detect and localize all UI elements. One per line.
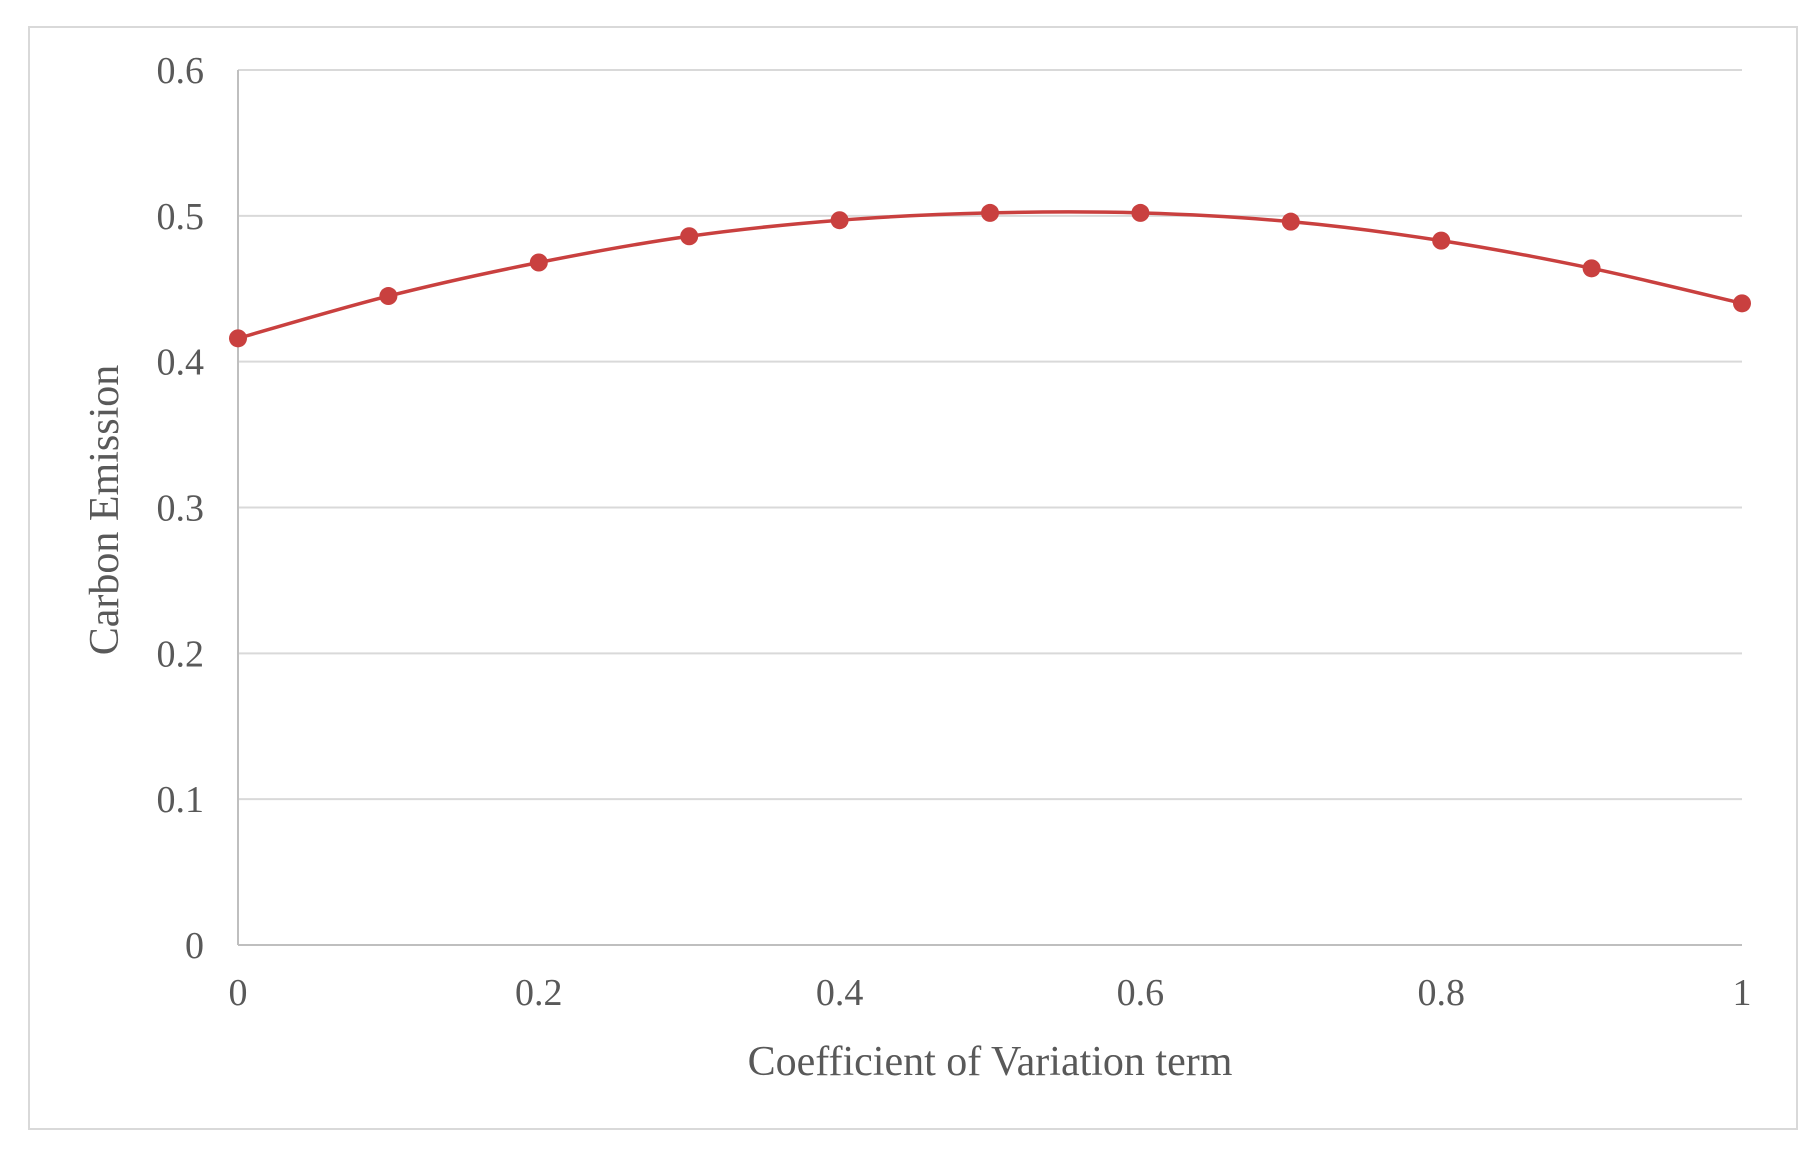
data-point <box>1432 231 1451 250</box>
y-tick-label: 0.2 <box>157 633 205 675</box>
y-tick-label: 0.1 <box>157 779 205 821</box>
y-tick-label: 0 <box>185 925 204 967</box>
data-point <box>830 211 849 230</box>
y-tick-label: 0.3 <box>157 488 205 530</box>
x-tick-label: 0.4 <box>816 972 864 1014</box>
data-point <box>680 227 699 246</box>
data-point <box>229 329 247 348</box>
x-tick-label: 0.2 <box>515 972 563 1014</box>
data-point <box>981 203 999 222</box>
y-tick-labels: 0 0.1 0.2 0.3 0.4 0.5 0.6 <box>157 50 205 967</box>
data-point <box>529 253 548 272</box>
x-tick-label: 0.6 <box>1117 972 1165 1014</box>
data-point <box>1131 203 1150 222</box>
data-series <box>229 203 1751 348</box>
y-tick-label: 0.5 <box>157 196 205 238</box>
y-tick-label: 0.4 <box>157 342 205 384</box>
data-point <box>1281 212 1300 231</box>
x-axis-title: Coefficient of Variation term <box>748 1039 1233 1085</box>
series-line <box>236 210 1744 341</box>
x-tick-labels: 0 0.2 0.4 0.6 0.8 1 <box>229 972 1752 1014</box>
x-tick-label: 0 <box>229 972 248 1014</box>
y-axis-title: Carbon Emission <box>82 365 128 656</box>
data-point <box>1582 259 1601 278</box>
x-tick-label: 1 <box>1733 972 1752 1014</box>
y-tick-label: 0.6 <box>157 50 205 92</box>
x-tick-label: 0.8 <box>1417 972 1465 1014</box>
axes <box>237 70 1742 946</box>
data-point <box>1733 294 1751 313</box>
data-point <box>379 287 398 306</box>
gridlines <box>238 69 1742 801</box>
